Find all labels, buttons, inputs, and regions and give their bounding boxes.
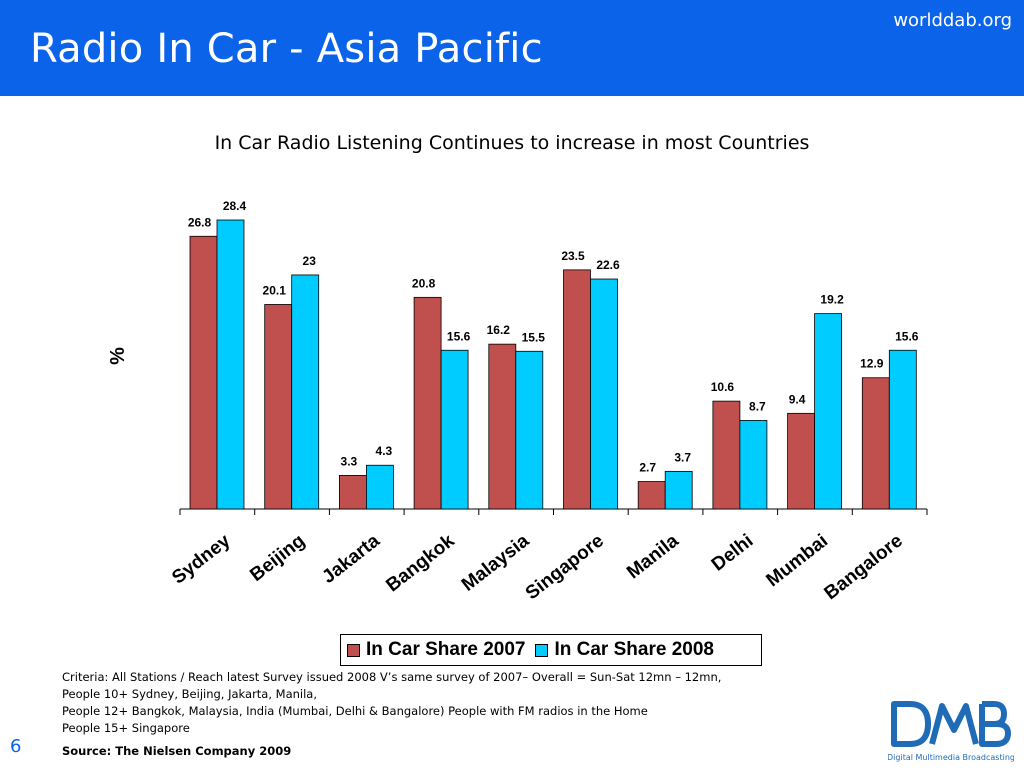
dmb-logo: Digital Multimedia Broadcasting: [888, 701, 1014, 762]
data-label: 3.3: [341, 454, 358, 468]
data-label: 28.4: [223, 199, 247, 213]
bar-2007-singapore: [563, 269, 591, 510]
data-label: 20.1: [263, 283, 287, 297]
bar-2007-jakarta: [338, 475, 367, 510]
bars-group: [189, 219, 917, 510]
bar-2008-singapore: [590, 278, 618, 510]
category-label: Malaysia: [458, 530, 534, 596]
data-label: 9.4: [789, 392, 806, 406]
bar-chart: % 26.820.13.320.816.223.52.710.69.412.92…: [107, 199, 928, 604]
legend-swatch-2007: [347, 643, 360, 657]
bar-2007-delhi: [712, 400, 741, 510]
chart-title: In Car Radio Listening Continues to incr…: [214, 132, 810, 154]
category-label: Jakarta: [318, 530, 384, 588]
data-label: 19.2: [820, 293, 844, 307]
data-label: 4.3: [376, 444, 393, 458]
y-axis-label: %: [107, 347, 129, 365]
data-label: 22.6: [596, 258, 620, 272]
legend: In Car Share 2007 In Car Share 2008: [340, 634, 762, 666]
criteria-line: Criteria: All Stations / Reach latest Su…: [62, 670, 722, 684]
bar-2007-malaysia: [488, 343, 517, 510]
site-url[interactable]: worlddab.org: [893, 10, 1012, 31]
data-label: 15.5: [522, 330, 546, 344]
x-ticks-group: [179, 509, 928, 515]
category-label: Sydney: [168, 530, 235, 588]
legend-item-2007: In Car Share 2007: [347, 639, 525, 661]
data-label: 23.5: [561, 249, 585, 263]
page-title: Radio In Car - Asia Pacific: [30, 26, 543, 72]
bar-2007-mumbai: [787, 412, 815, 510]
bar-2007-manila: [637, 481, 666, 510]
category-label: Bangalore: [821, 530, 907, 604]
bar-2008-mumbai: [814, 313, 842, 510]
bar-2008-bangkok: [440, 349, 469, 510]
bar-2008-bangalore: [888, 349, 917, 510]
bar-2007-sydney: [189, 235, 218, 510]
page-number: 6: [10, 736, 22, 757]
bar-2007-bangalore: [861, 377, 890, 510]
bar-2007-bangkok: [413, 296, 442, 510]
data-label: 16.2: [487, 323, 511, 337]
category-label: Singapore: [522, 530, 608, 604]
logo-text: Digital Multimedia Broadcasting: [888, 753, 1014, 762]
data-label: 2.7: [639, 461, 656, 475]
legend-label-2008: In Car Share 2008: [554, 639, 714, 660]
category-label: Manila: [623, 530, 683, 583]
data-label: 20.8: [412, 276, 436, 290]
category-label: Beijing: [246, 530, 309, 586]
data-label: 3.7: [674, 450, 691, 464]
category-label: Delhi: [708, 530, 758, 575]
criteria-line: People 12+ Bangkok, Malaysia, India (Mum…: [62, 704, 648, 718]
bar-2008-sydney: [216, 219, 245, 510]
data-label: 26.8: [188, 215, 212, 229]
bar-2008-jakarta: [365, 464, 394, 510]
category-label: Bangkok: [382, 530, 458, 596]
bar-2008-delhi: [739, 420, 768, 510]
category-label: Mumbai: [763, 530, 832, 591]
dmb-logo-icon: [891, 701, 1011, 747]
criteria-notes: Criteria: All Stations / Reach latest Su…: [62, 669, 782, 737]
criteria-line: People 15+ Singapore: [62, 721, 190, 735]
data-label: 12.9: [860, 357, 884, 371]
data-label: 8.7: [749, 399, 766, 413]
data-label: 23: [303, 254, 317, 268]
data-label: 15.6: [895, 329, 919, 343]
bar-2008-malaysia: [515, 350, 544, 510]
source-note: Source: The Nielsen Company 2009: [62, 744, 292, 758]
data-label: 15.6: [447, 329, 471, 343]
legend-item-2008: In Car Share 2008: [535, 639, 714, 661]
bar-2007-beijing: [264, 304, 293, 510]
criteria-line: People 10+ Sydney, Beijing, Jakarta, Man…: [62, 687, 318, 701]
legend-swatch-2008: [535, 643, 549, 657]
data-label: 10.6: [711, 380, 735, 394]
bar-2008-manila: [664, 470, 693, 510]
data-labels-group: 26.8 20.1 3.3 20.8 16.2 23.5 2.7 10.6 9.4 12.9 28.…: [188, 199, 919, 475]
bar-2008-beijing: [291, 274, 320, 510]
header-bar: Radio In Car - Asia Pacific worlddab.org: [0, 0, 1024, 96]
legend-label-2007: In Car Share 2007: [366, 639, 526, 660]
